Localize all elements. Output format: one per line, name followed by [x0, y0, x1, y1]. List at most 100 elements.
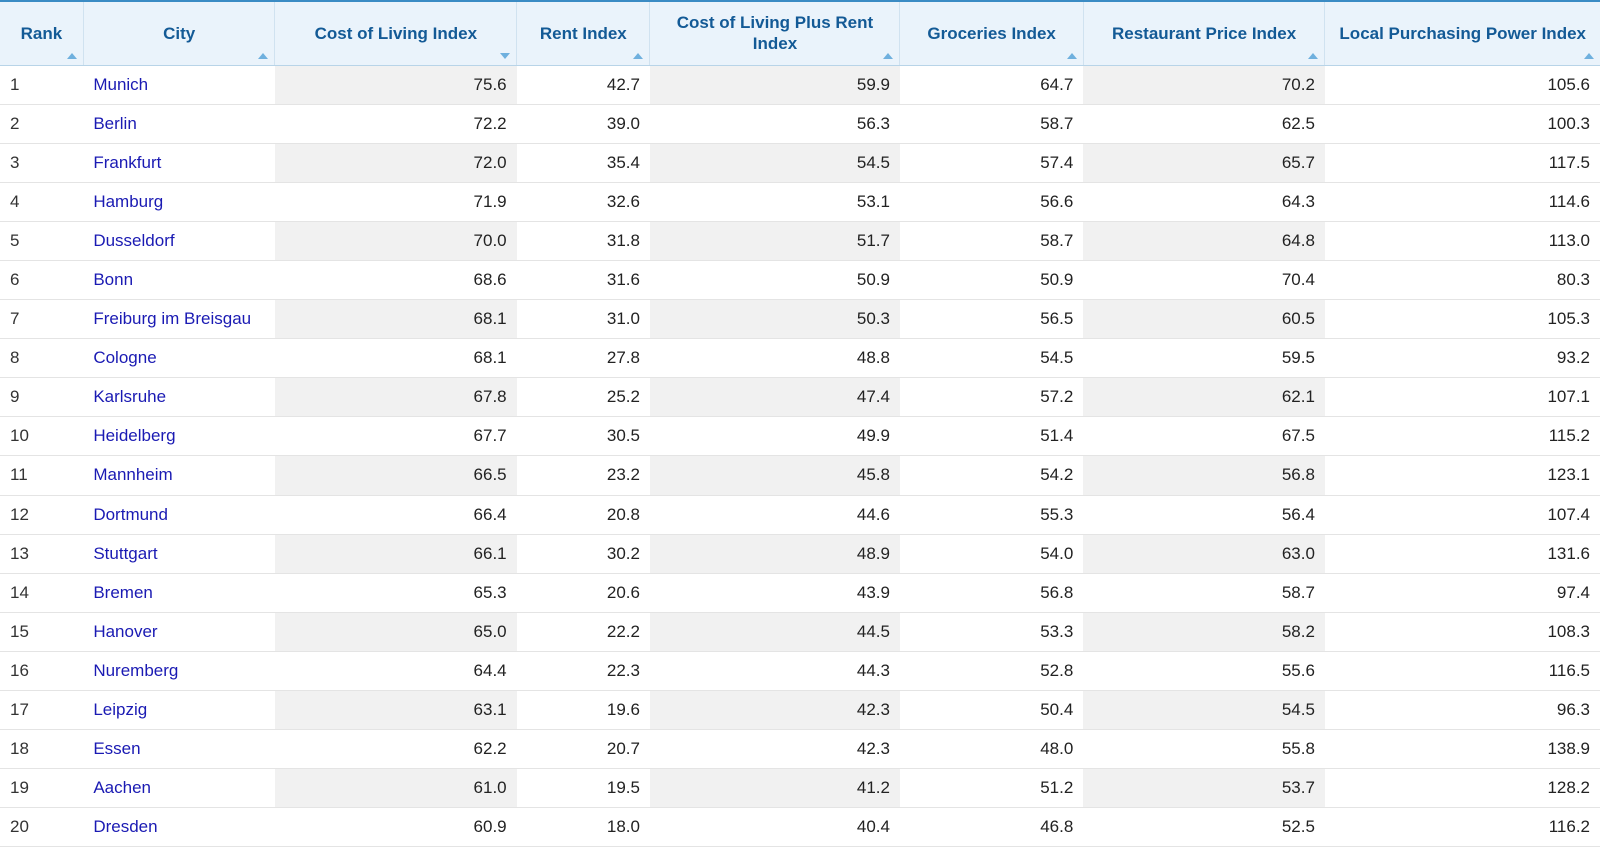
- city-link[interactable]: Nuremberg: [93, 661, 178, 680]
- cell-colrent: 47.4: [650, 378, 900, 417]
- cell-colrent: 48.8: [650, 339, 900, 378]
- cell-groc: 54.2: [900, 456, 1083, 495]
- city-link[interactable]: Leipzig: [93, 700, 147, 719]
- cell-city: Aachen: [83, 769, 275, 808]
- cell-city: Dortmund: [83, 495, 275, 534]
- cell-rank: 18: [0, 730, 83, 769]
- col-header-label: Cost of Living Index: [315, 24, 477, 43]
- city-link[interactable]: Bonn: [93, 270, 133, 289]
- city-link[interactable]: Dresden: [93, 817, 157, 836]
- cell-rest: 65.7: [1083, 143, 1325, 182]
- cell-rest: 70.4: [1083, 260, 1325, 299]
- col-header-city[interactable]: City: [83, 1, 275, 65]
- cell-col: 66.4: [275, 495, 517, 534]
- col-header-groceries[interactable]: Groceries Index: [900, 1, 1083, 65]
- col-header-label: City: [163, 24, 195, 43]
- cell-colrent: 42.3: [650, 730, 900, 769]
- city-link[interactable]: Bremen: [93, 583, 153, 602]
- cell-col: 62.2: [275, 730, 517, 769]
- cell-lpp: 100.3: [1325, 104, 1600, 143]
- city-link[interactable]: Hanover: [93, 622, 157, 641]
- cell-rest: 52.5: [1083, 808, 1325, 847]
- cell-colrent: 49.9: [650, 417, 900, 456]
- cell-colrent: 48.9: [650, 534, 900, 573]
- cell-col: 75.6: [275, 65, 517, 104]
- city-link[interactable]: Essen: [93, 739, 140, 758]
- sort-asc-icon: [258, 53, 268, 59]
- col-header-rent[interactable]: Rent Index: [517, 1, 650, 65]
- cell-col: 68.1: [275, 339, 517, 378]
- cell-rest: 58.7: [1083, 573, 1325, 612]
- cell-col: 65.3: [275, 573, 517, 612]
- cell-lpp: 123.1: [1325, 456, 1600, 495]
- city-link[interactable]: Heidelberg: [93, 426, 175, 445]
- city-link[interactable]: Cologne: [93, 348, 156, 367]
- city-link[interactable]: Hamburg: [93, 192, 163, 211]
- city-link[interactable]: Karlsruhe: [93, 387, 166, 406]
- cell-groc: 48.0: [900, 730, 1083, 769]
- sort-asc-icon: [633, 53, 643, 59]
- cell-col: 63.1: [275, 691, 517, 730]
- table-row: 11Mannheim66.523.245.854.256.8123.1: [0, 456, 1600, 495]
- table-row: 6Bonn68.631.650.950.970.480.3: [0, 260, 1600, 299]
- cell-col: 72.0: [275, 143, 517, 182]
- cell-col: 68.6: [275, 260, 517, 299]
- city-link[interactable]: Dusseldorf: [93, 231, 174, 250]
- col-header-label: Restaurant Price Index: [1112, 24, 1296, 43]
- col-header-rank[interactable]: Rank: [0, 1, 83, 65]
- table-row: 9Karlsruhe67.825.247.457.262.1107.1: [0, 378, 1600, 417]
- cell-col: 66.1: [275, 534, 517, 573]
- city-link[interactable]: Munich: [93, 75, 148, 94]
- cell-groc: 57.2: [900, 378, 1083, 417]
- cell-lpp: 131.6: [1325, 534, 1600, 573]
- cell-rent: 32.6: [517, 182, 650, 221]
- cell-rent: 20.8: [517, 495, 650, 534]
- cell-city: Bremen: [83, 573, 275, 612]
- city-link[interactable]: Freiburg im Breisgau: [93, 309, 251, 328]
- city-link[interactable]: Stuttgart: [93, 544, 157, 563]
- cell-rank: 20: [0, 808, 83, 847]
- col-header-restaurant[interactable]: Restaurant Price Index: [1083, 1, 1325, 65]
- cell-city: Hanover: [83, 612, 275, 651]
- cell-rest: 58.2: [1083, 612, 1325, 651]
- cell-colrent: 44.5: [650, 612, 900, 651]
- cell-rest: 64.8: [1083, 221, 1325, 260]
- sort-asc-icon: [1308, 53, 1318, 59]
- cell-city: Berlin: [83, 104, 275, 143]
- col-header-cost-plus-rent[interactable]: Cost of Living Plus Rent Index: [650, 1, 900, 65]
- city-link[interactable]: Mannheim: [93, 465, 172, 484]
- col-header-cost-of-living[interactable]: Cost of Living Index: [275, 1, 517, 65]
- cell-groc: 57.4: [900, 143, 1083, 182]
- cell-city: Essen: [83, 730, 275, 769]
- cell-groc: 56.8: [900, 573, 1083, 612]
- cell-col: 68.1: [275, 300, 517, 339]
- cell-colrent: 43.9: [650, 573, 900, 612]
- col-header-label: Local Purchasing Power Index: [1339, 24, 1586, 43]
- cell-groc: 58.7: [900, 104, 1083, 143]
- cell-col: 64.4: [275, 651, 517, 690]
- cell-groc: 56.5: [900, 300, 1083, 339]
- cell-rest: 64.3: [1083, 182, 1325, 221]
- cell-lpp: 114.6: [1325, 182, 1600, 221]
- cell-lpp: 108.3: [1325, 612, 1600, 651]
- city-link[interactable]: Frankfurt: [93, 153, 161, 172]
- cell-lpp: 93.2: [1325, 339, 1600, 378]
- cell-rent: 31.6: [517, 260, 650, 299]
- table-row: 4Hamburg71.932.653.156.664.3114.6: [0, 182, 1600, 221]
- col-header-purchasing-power[interactable]: Local Purchasing Power Index: [1325, 1, 1600, 65]
- cell-rank: 11: [0, 456, 83, 495]
- sort-desc-icon: [500, 53, 510, 59]
- col-header-label: Rank: [21, 24, 63, 43]
- cell-colrent: 44.3: [650, 651, 900, 690]
- col-header-label: Groceries Index: [927, 24, 1056, 43]
- cell-colrent: 50.9: [650, 260, 900, 299]
- city-link[interactable]: Aachen: [93, 778, 151, 797]
- sort-asc-icon: [67, 53, 77, 59]
- cell-col: 71.9: [275, 182, 517, 221]
- cell-groc: 50.4: [900, 691, 1083, 730]
- cell-rest: 62.5: [1083, 104, 1325, 143]
- city-link[interactable]: Berlin: [93, 114, 136, 133]
- city-link[interactable]: Dortmund: [93, 505, 168, 524]
- cell-rent: 18.0: [517, 808, 650, 847]
- table-row: 20Dresden60.918.040.446.852.5116.2: [0, 808, 1600, 847]
